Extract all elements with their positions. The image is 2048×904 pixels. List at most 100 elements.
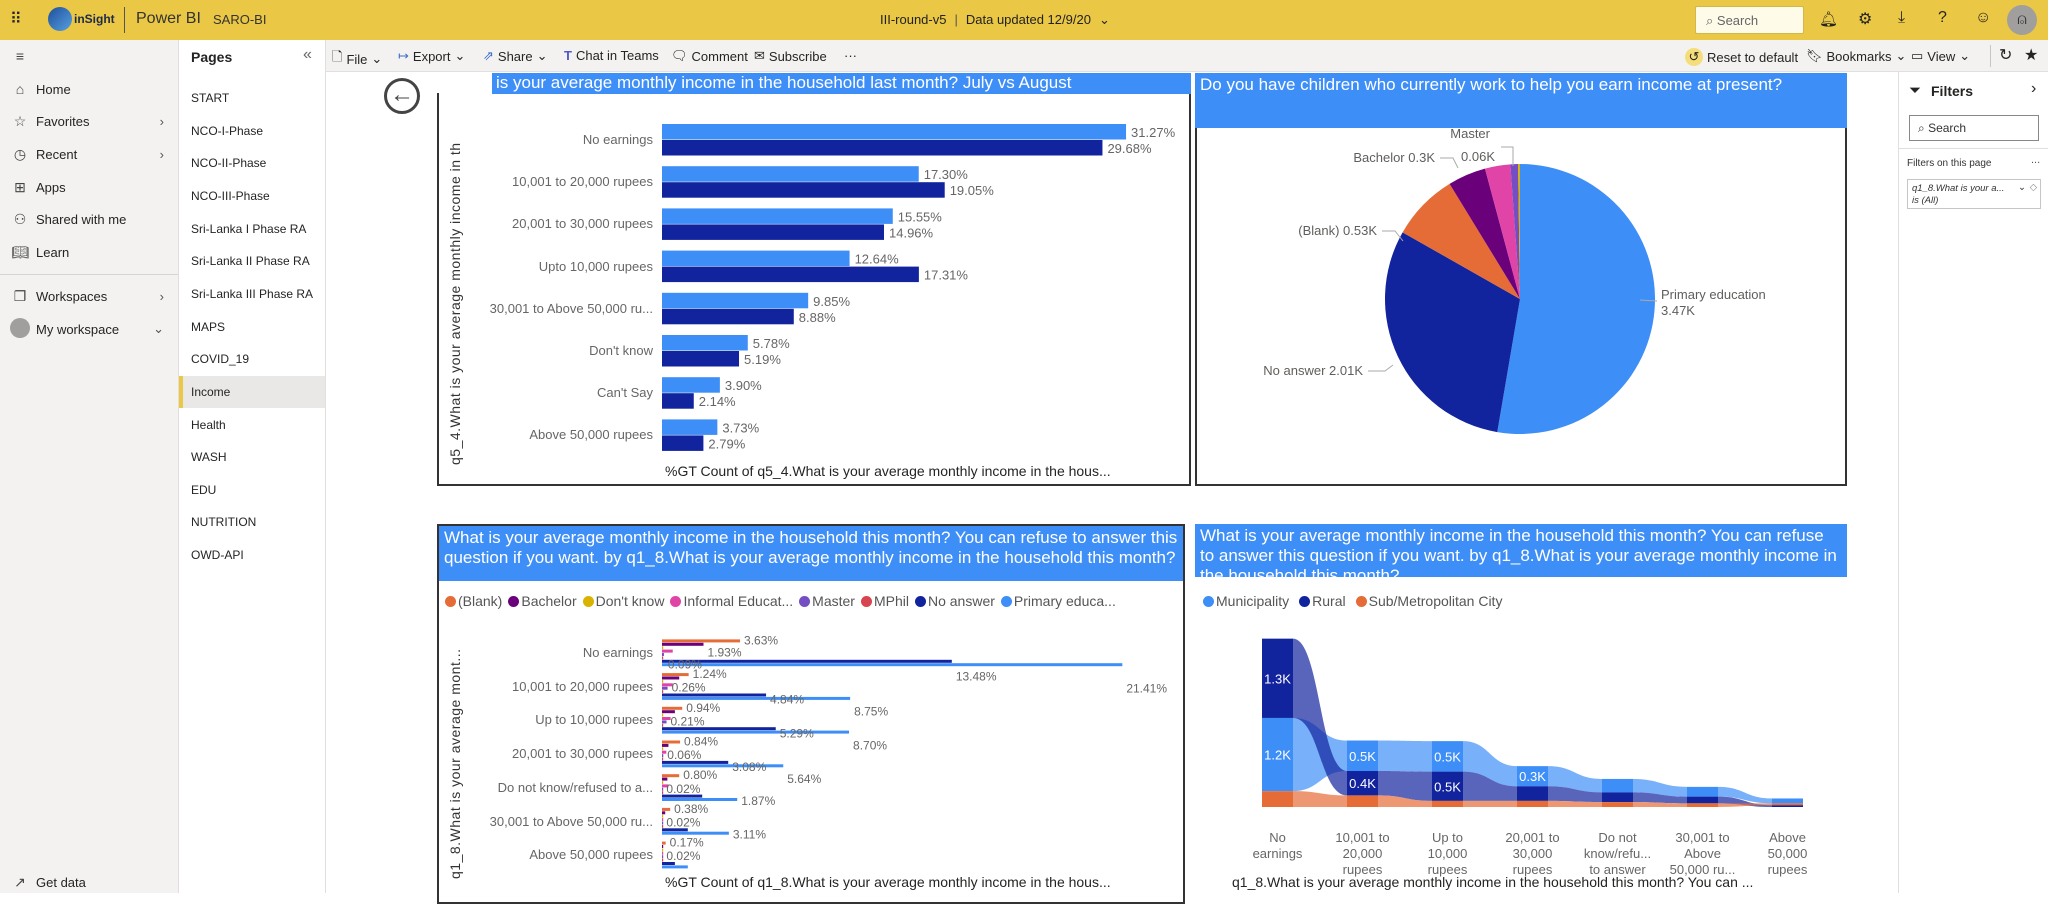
gear-icon[interactable]: ⚙ (1858, 11, 1873, 28)
page-tab[interactable]: OWD-API (191, 548, 244, 563)
page-tab[interactable]: Income (179, 375, 325, 408)
bar (662, 858, 664, 862)
bookmarks-menu[interactable]: 🔖︎ Bookmarks ⌄ (1806, 48, 1906, 64)
bar (662, 686, 668, 690)
page-tab[interactable]: NCO-II-Phase (191, 156, 267, 171)
workspace-name[interactable]: SARO-BI (213, 12, 267, 27)
help-icon[interactable]: ? (1938, 9, 1947, 26)
bar (662, 774, 680, 778)
page-tab[interactable]: Health (191, 417, 226, 432)
view-icon: ▭ (1911, 48, 1924, 63)
nav-label: Learn (36, 244, 70, 260)
nav-item-favorites[interactable]: ☆ Favorites › (0, 106, 178, 136)
nav-item-my-workspace[interactable]: My workspace ⌄ (0, 314, 178, 344)
data-label: 0.17% (670, 836, 704, 850)
nav-item-apps[interactable]: ⊞ Apps (0, 172, 178, 202)
legend-item[interactable]: Master (799, 593, 855, 609)
app-launcher-icon[interactable]: ⠿ (10, 11, 22, 28)
view-menu[interactable]: ▭ View ⌄ (1911, 48, 1970, 64)
page-tab[interactable]: WASH (191, 450, 227, 465)
pie-slice (1510, 164, 1520, 299)
legend-marker-icon (670, 596, 682, 607)
collapse-pane-icon[interactable]: « (303, 46, 312, 63)
legend-item[interactable]: Don't know (582, 593, 664, 609)
legend-item[interactable]: Informal Educat... (670, 593, 793, 609)
page-tab[interactable]: COVID_19 (191, 352, 250, 367)
workspaces-icon: ❐ (13, 287, 27, 304)
pages-title: Pages (191, 49, 233, 65)
bar (662, 690, 664, 694)
visual-title: Do you have children who currently work … (1195, 73, 1847, 128)
back-arrow-button[interactable]: ← (384, 78, 420, 114)
visual-income-by-area-ribbon[interactable]: What is your average monthly income in t… (1195, 524, 1847, 893)
product-name[interactable]: Power BI (136, 10, 201, 27)
legend-item[interactable]: No answer (914, 593, 995, 609)
search-input[interactable]: ⌕ Search (1695, 6, 1804, 34)
page-tab[interactable]: NUTRITION (191, 515, 257, 530)
visual-income-last-month[interactable]: is your average monthly income in the ho… (437, 73, 1191, 486)
page-tab[interactable]: NCO-I-Phase (191, 123, 264, 138)
ribbon (1378, 795, 1432, 807)
page-tab[interactable]: Sri-Lanka III Phase RA (191, 286, 314, 301)
share-menu[interactable]: ⇗ Share ⌄ (483, 48, 548, 64)
nav-item-home[interactable]: ⌂ Home (0, 74, 178, 104)
bar (662, 663, 1123, 667)
filter-card[interactable]: q1_8.What is your a... is (All) ⌄ ◇ (1907, 179, 2041, 209)
bar (662, 208, 893, 224)
chat-in-teams-button[interactable]: T Chat in Teams (564, 48, 659, 63)
export-menu[interactable]: ↦ Export ⌄ (398, 48, 465, 64)
report-title-menu[interactable]: III-round-v5 | Data updated 12/9/20 ⌄ (880, 12, 1110, 28)
eraser-icon[interactable]: ◇ (2029, 182, 2037, 193)
get-data-button[interactable]: ↗ Get data (0, 867, 178, 897)
chevron-down-icon[interactable]: ⌄ (2018, 182, 2026, 193)
nav-item-learn[interactable]: 📖︎ Learn (0, 237, 178, 267)
nav-item-shared[interactable]: ⚇ Shared with me (0, 204, 178, 234)
collapse-filters-icon[interactable]: › (2031, 80, 2037, 97)
subscribe-button[interactable]: ✉ Subscribe (754, 48, 827, 64)
apps-icon: ⊞ (14, 178, 26, 195)
legend-item[interactable]: Bachelor (508, 593, 577, 609)
legend-label: Informal Educat... (683, 593, 794, 609)
divider (1899, 148, 2048, 149)
legend-item[interactable]: Primary educa... (1000, 593, 1116, 609)
data-label: 1.87% (741, 794, 775, 808)
reset-to-default-button[interactable]: ↺ Reset to default (1685, 48, 1798, 66)
ribbon (1718, 803, 1772, 807)
refresh-icon[interactable]: ↻ (1999, 47, 2013, 64)
page-tab[interactable]: Sri-Lanka I Phase RA (191, 221, 307, 236)
legend-item[interactable]: (Blank) (445, 593, 502, 609)
visual-income-by-education[interactable]: What is your average monthly income in t… (437, 524, 1185, 904)
bell-icon[interactable]: 🔔︎ (1819, 11, 1839, 28)
avatar[interactable]: ⍝ (2007, 5, 2037, 35)
data-label: 5.29% (780, 726, 814, 740)
page-tab[interactable]: EDU (191, 482, 217, 497)
page-tab[interactable]: NCO-III-Phase (191, 188, 270, 203)
bar (662, 182, 945, 198)
legend-item[interactable]: MPhil (860, 593, 909, 609)
download-icon[interactable]: ⤓ (1898, 9, 1906, 26)
page-tab[interactable]: Sri-Lanka II Phase RA (191, 254, 310, 269)
file-menu[interactable]: 🗋︎ File ⌄ (332, 48, 382, 70)
data-label: 0.5K (1434, 779, 1461, 794)
legend-item[interactable]: Sub/Metropolitan City (1355, 593, 1502, 609)
more-options-button[interactable]: ··· (844, 48, 857, 63)
more-options-icon[interactable]: ... (2031, 154, 2041, 166)
filters-search-input[interactable]: ⌕ Search (1909, 115, 2039, 141)
bar (662, 673, 689, 677)
legend-item[interactable]: Rural (1299, 593, 1346, 609)
page-tab[interactable]: MAPS (191, 319, 226, 334)
visual-children-work-pie[interactable]: Do you have children who currently work … (1195, 73, 1847, 486)
page-tab[interactable]: START (191, 91, 230, 105)
report-toolbar: 🗋︎ File ⌄ ↦ Export ⌄ ⇗ Share ⌄ T Chat in Teams … (326, 40, 2048, 72)
category-label: Do not know/refused to a... (497, 779, 653, 795)
bar (662, 642, 704, 646)
category-label: rupees (1768, 862, 1808, 877)
feedback-smiley-icon[interactable]: ☺ (1975, 9, 1992, 26)
legend-item[interactable]: Municipality (1203, 593, 1289, 609)
nav-item-recent[interactable]: ◷ Recent › (0, 139, 178, 169)
comment-button[interactable]: 🗨︎ Comment (671, 48, 748, 64)
nav-item-workspaces[interactable]: ❐ Workspaces › (0, 281, 178, 311)
favorite-star-icon[interactable]: ★ (2024, 47, 2039, 64)
hamburger-menu-button[interactable]: ≡ (0, 41, 178, 71)
data-label: 8.75% (854, 705, 888, 719)
